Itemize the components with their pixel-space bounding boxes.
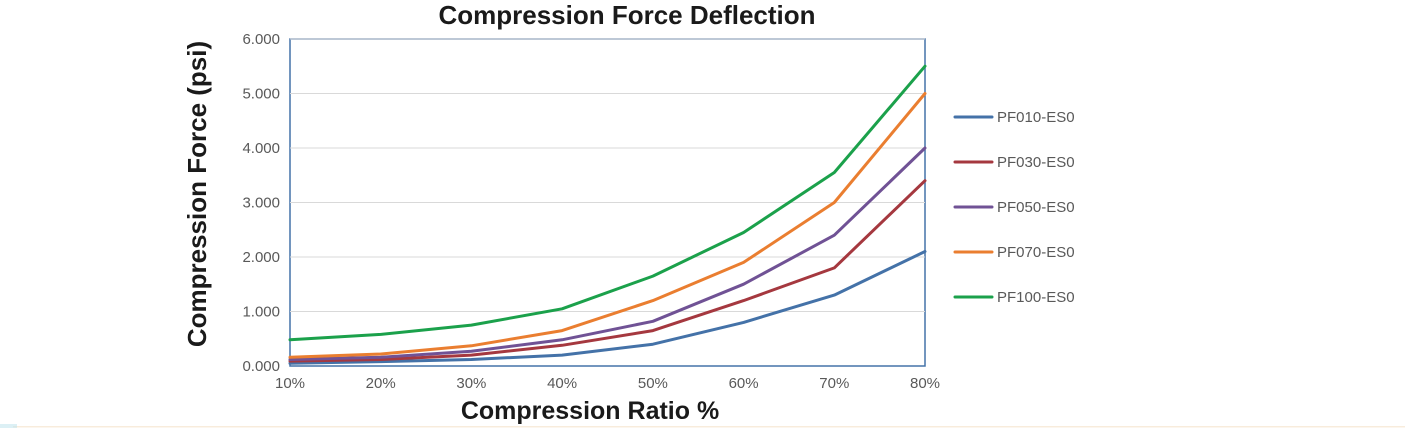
svg-text:3.000: 3.000: [242, 195, 280, 212]
svg-text:4.000: 4.000: [242, 140, 280, 157]
svg-text:40%: 40%: [547, 375, 577, 392]
svg-text:0.000: 0.000: [242, 358, 280, 375]
svg-text:5.000: 5.000: [242, 86, 280, 103]
svg-text:Compression Ratio %: Compression Ratio %: [461, 397, 719, 425]
svg-text:10%: 10%: [275, 375, 305, 392]
svg-text:PF010-ES0: PF010-ES0: [997, 109, 1075, 126]
svg-text:30%: 30%: [456, 375, 486, 392]
svg-text:1.000: 1.000: [242, 304, 280, 321]
svg-text:80%: 80%: [910, 375, 940, 392]
svg-text:PF050-ES0: PF050-ES0: [997, 199, 1075, 216]
svg-text:60%: 60%: [729, 375, 759, 392]
svg-text:PF070-ES0: PF070-ES0: [997, 244, 1075, 261]
svg-text:PF030-ES0: PF030-ES0: [997, 154, 1075, 171]
svg-text:Compression Force (psi): Compression Force (psi): [182, 41, 212, 347]
svg-text:Compression Force Deflection: Compression Force Deflection: [438, 0, 815, 30]
svg-text:PF100-ES0: PF100-ES0: [997, 289, 1075, 306]
svg-text:2.000: 2.000: [242, 249, 280, 266]
svg-text:70%: 70%: [819, 375, 849, 392]
svg-text:6.000: 6.000: [242, 31, 280, 48]
svg-text:50%: 50%: [638, 375, 668, 392]
svg-text:20%: 20%: [366, 375, 396, 392]
